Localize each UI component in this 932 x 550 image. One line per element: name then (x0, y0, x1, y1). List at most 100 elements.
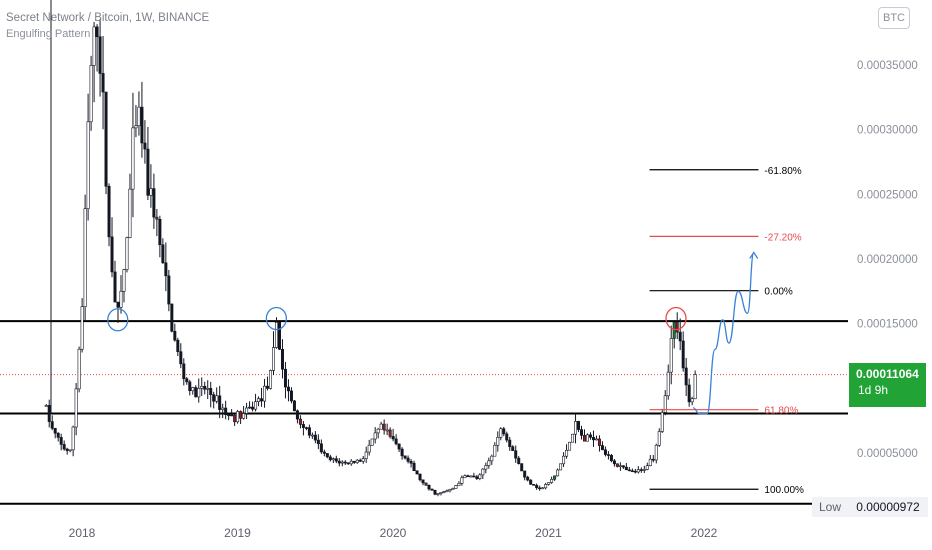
candle-body (260, 398, 264, 402)
candle-body (92, 26, 96, 66)
candle-body (597, 438, 601, 446)
candle-body (185, 378, 189, 383)
candle-body (328, 456, 332, 461)
candle-body (645, 465, 649, 470)
low-label: Low (812, 497, 848, 517)
candle-body (212, 394, 216, 402)
candle-body (478, 474, 482, 479)
candle-body (541, 487, 545, 490)
candle-body (274, 322, 278, 348)
symbol-title[interactable]: Secret Network / Bitcoin, 1W, BINANCE (6, 12, 210, 24)
candle-body (346, 462, 350, 465)
candle-body (436, 493, 440, 495)
candle-body (448, 489, 452, 492)
candle-body (194, 387, 198, 398)
candle-body (140, 106, 144, 144)
candle-body (460, 477, 464, 484)
x-axis: 2018 2019 2020 2021 2022 (69, 526, 718, 540)
candle-body (230, 414, 234, 417)
candle-body (316, 439, 320, 445)
candle-body (457, 483, 461, 486)
indicator-name[interactable]: Engulfing Pattern (6, 28, 91, 40)
candle-body (633, 470, 637, 473)
last-price-value: 0.00011064 (856, 367, 919, 381)
candle-body (678, 331, 682, 342)
candle-body (152, 188, 156, 218)
candle-body (603, 449, 607, 455)
candles (44, 18, 697, 497)
candle-body (609, 455, 613, 462)
candle-body (663, 395, 667, 413)
candle-body (71, 426, 75, 451)
candle-body (248, 406, 252, 409)
candle-body (331, 458, 335, 461)
candle-body (77, 348, 81, 390)
candle-body (526, 476, 530, 481)
candle-body (47, 405, 51, 422)
low-value: 0.00000972 (848, 497, 928, 517)
candle-body (224, 407, 228, 415)
candle-body (469, 475, 473, 478)
candle-body (391, 436, 395, 440)
x-tick-label: 2020 (380, 526, 407, 540)
candle-body (502, 428, 506, 435)
candle-body (197, 388, 201, 398)
candle-body (277, 322, 281, 350)
y-axis-panel (848, 0, 932, 550)
candle-body (74, 388, 78, 428)
candle-body (433, 490, 437, 495)
candle-body (251, 406, 255, 410)
candle-body (301, 424, 305, 428)
x-axis-panel (0, 517, 848, 550)
candle-body (56, 432, 60, 438)
candle-body (319, 443, 323, 453)
candle-body (442, 491, 446, 493)
candle-body (191, 387, 195, 392)
candle-body (113, 271, 117, 303)
candle-body (400, 448, 404, 457)
candle-body (621, 465, 625, 468)
highlight-circle (107, 308, 129, 332)
candle-body (571, 433, 575, 443)
candle-body (307, 427, 311, 436)
candle-body (376, 428, 380, 434)
candle-body (65, 448, 69, 451)
candle-body (681, 340, 685, 369)
candle-body (53, 428, 57, 434)
candle-body (415, 470, 419, 475)
candle-body (272, 347, 276, 371)
x-tick-label: 2019 (224, 526, 251, 540)
candle-body (544, 484, 548, 489)
currency-badge[interactable]: BTC (878, 7, 910, 29)
candle-body (59, 437, 63, 445)
candle-body (454, 485, 458, 489)
projection-arrowhead (749, 251, 759, 259)
candle-body (137, 106, 141, 127)
candle-body (257, 398, 261, 402)
highlight-circle (665, 306, 687, 331)
candle-body (83, 208, 87, 307)
candle-body (577, 421, 581, 430)
candle-body (209, 388, 213, 395)
candle-body (86, 121, 90, 209)
candle-body (304, 427, 308, 429)
candle-body (206, 388, 210, 390)
candle-body (648, 458, 652, 467)
candle-body (657, 431, 661, 446)
candle-body (364, 451, 368, 459)
candle-body (394, 438, 398, 445)
candle-body (116, 301, 120, 308)
candle-body (463, 475, 467, 479)
x-tick-label: 2021 (535, 526, 562, 540)
candle-body (669, 338, 673, 373)
candle-body (367, 444, 371, 453)
candle-body (583, 435, 587, 442)
candle-body (310, 434, 314, 437)
candle-body (588, 434, 592, 438)
candle-body (358, 459, 362, 462)
candle-body (642, 469, 646, 471)
candle-body (149, 188, 153, 196)
candle-body (559, 463, 563, 471)
